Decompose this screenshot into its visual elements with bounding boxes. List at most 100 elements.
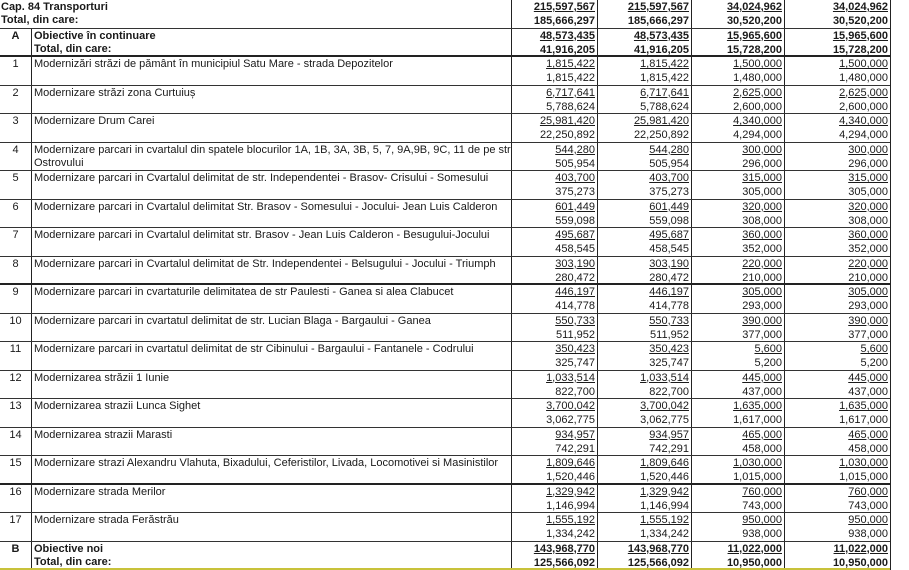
value-cell: 2,625,000 2,600,000 bbox=[785, 86, 890, 114]
value-cell: 1,033,514 822,700 bbox=[598, 370, 692, 398]
value-cell: 220,000 210,000 bbox=[785, 257, 890, 284]
item-number: 14 bbox=[0, 427, 32, 455]
value-sub: 458,545 bbox=[649, 243, 689, 255]
value-sub: 1,146,994 bbox=[640, 499, 689, 512]
table-row: 12 Modernizarea străzii 1 Iunie 1,033,514 8… bbox=[0, 370, 890, 399]
value-total: 1,555,192 bbox=[640, 514, 689, 526]
value-total: 6,717,641 bbox=[640, 86, 689, 99]
value-total: 3,700,042 bbox=[640, 400, 689, 412]
table-row: 9 Modernizare parcari in cvartaturile del… bbox=[0, 285, 890, 314]
value-cell: 143,968,770 125,566,092 bbox=[512, 541, 598, 569]
value-total: 320,000 bbox=[742, 200, 782, 213]
value-total: 544,280 bbox=[555, 143, 595, 156]
value-total: 495,687 bbox=[555, 229, 595, 241]
value-total: 350,423 bbox=[555, 343, 595, 355]
value-sub: 4,294,000 bbox=[839, 129, 888, 141]
item-description: Modernizare parcari in cvartaturile deli… bbox=[32, 285, 512, 313]
item-number: 15 bbox=[0, 456, 32, 483]
value-total: 360,000 bbox=[742, 229, 782, 241]
value-sub: 125,566,092 bbox=[533, 556, 595, 569]
value-total: 1,033,514 bbox=[640, 371, 689, 384]
section-title: Obiective noi Total, din care: bbox=[32, 541, 512, 568]
value-sub: 1,015,000 bbox=[839, 471, 888, 483]
table-row: 10 Modernizare parcari in cvartatul delim… bbox=[0, 313, 890, 342]
table-row: 2 Modernizare străzi zona Curtuiuș 6,717,6… bbox=[0, 85, 890, 114]
value-total: 495,687 bbox=[649, 229, 689, 241]
value-total: 1,329,942 bbox=[546, 485, 595, 498]
table-row: 15 Modernizare strazi Alexandru Vlahuta, … bbox=[0, 456, 890, 485]
item-number: 7 bbox=[0, 228, 32, 256]
value-cell: 220,000 210,000 bbox=[692, 256, 785, 284]
table-row: 3 Modernizare Drum Carei 25,981,420 22,250,… bbox=[0, 114, 890, 143]
item-number: 2 bbox=[0, 85, 32, 113]
value-total: 48,573,435 bbox=[633, 29, 689, 42]
value-cell: 446,197 414,778 bbox=[598, 285, 692, 313]
value-total: 4,340,000 bbox=[733, 115, 782, 127]
value-total: 15,965,600 bbox=[726, 29, 782, 42]
value-total: 305,000 bbox=[848, 286, 888, 298]
value-total: 445,000 bbox=[848, 371, 888, 384]
value-sub: 5,200 bbox=[860, 357, 888, 369]
value-total: 934,957 bbox=[555, 428, 595, 441]
value-cell: 5,600 5,200 bbox=[692, 342, 785, 370]
value-cell: 215,597,567 185,666,297 bbox=[512, 0, 598, 28]
value-total: 446,197 bbox=[649, 286, 689, 298]
value-sub: 4,294,000 bbox=[733, 129, 782, 141]
value-sub: 377,000 bbox=[742, 328, 782, 341]
section-row: B Obiective noi Total, din care: 143,968,77… bbox=[0, 541, 890, 570]
item-description: Modernizarea strazii Lunca Sighet bbox=[32, 399, 512, 427]
value-sub: 125,566,092 bbox=[627, 556, 689, 569]
item-description: Modernizare parcari in Cvartalul delimit… bbox=[32, 171, 512, 199]
value-sub: 41,916,205 bbox=[633, 43, 689, 56]
value-total: 1,500,000 bbox=[839, 58, 888, 70]
value-total: 143,968,770 bbox=[533, 542, 595, 555]
value-cell: 403,700 375,273 bbox=[598, 171, 692, 199]
value-cell: 6,717,641 5,788,624 bbox=[512, 85, 598, 113]
value-cell: 360,000 352,000 bbox=[692, 228, 785, 256]
section-label: Obiective noi bbox=[34, 542, 104, 555]
value-sub: 1,617,000 bbox=[839, 414, 888, 426]
value-cell: 1,809,646 1,520,446 bbox=[598, 456, 692, 483]
value-total: 760,000 bbox=[848, 485, 888, 498]
value-sub: 5,788,624 bbox=[546, 100, 595, 113]
section-sublabel: Total, din care: bbox=[34, 42, 112, 55]
value-cell: 950,000 938,000 bbox=[692, 513, 785, 541]
value-total: 25,981,420 bbox=[633, 115, 689, 127]
table-row: 1 Modernizări străzi de pământ în municip… bbox=[0, 57, 890, 86]
item-description: Modernizarea străzii 1 Iunie bbox=[32, 370, 512, 398]
value-total: 465,000 bbox=[742, 428, 782, 441]
value-sub: 1,480,000 bbox=[839, 72, 888, 84]
section-row: A Obiective în continuare Total, din care:… bbox=[0, 28, 890, 57]
value-cell: 601,449 559,098 bbox=[598, 199, 692, 227]
value-total: 4,340,000 bbox=[839, 115, 888, 127]
value-cell: 25,981,420 22,250,892 bbox=[512, 114, 598, 142]
value-cell: 1,329,942 1,146,994 bbox=[512, 484, 598, 512]
value-sub: 5,200 bbox=[754, 357, 782, 369]
value-sub: 414,778 bbox=[555, 300, 595, 312]
chapter-label: Cap. 84 Transporturi bbox=[1, 1, 108, 13]
item-number: 3 bbox=[0, 114, 32, 142]
value-cell: 320,000 308,000 bbox=[692, 199, 785, 227]
item-number: 6 bbox=[0, 199, 32, 227]
value-cell: 11,022,000 10,950,000 bbox=[785, 542, 890, 569]
value-cell: 934,957 742,291 bbox=[598, 427, 692, 455]
value-total: 1,809,646 bbox=[640, 457, 689, 469]
value-cell: 3,700,042 3,062,775 bbox=[512, 399, 598, 427]
value-total: 300,000 bbox=[848, 143, 888, 156]
value-cell: 215,597,567 185,666,297 bbox=[598, 0, 692, 28]
value-total: 446,197 bbox=[555, 286, 595, 298]
value-cell: 1,809,646 1,520,446 bbox=[512, 456, 598, 483]
value-total: 300,000 bbox=[742, 143, 782, 156]
value-cell: 760,000 743,000 bbox=[692, 484, 785, 512]
value-cell: 315,000 305,000 bbox=[785, 171, 890, 199]
item-description: Modernizare parcari in Cvartalul delimit… bbox=[32, 199, 512, 227]
value-cell: 305,000 293,000 bbox=[785, 285, 890, 313]
value-sub: 1,520,446 bbox=[546, 471, 595, 483]
value-total: 34,024,962 bbox=[726, 1, 782, 13]
value-sub: 15,728,200 bbox=[726, 43, 782, 56]
value-total: 403,700 bbox=[555, 172, 595, 184]
value-sub: 511,952 bbox=[556, 328, 595, 341]
value-sub: 1,146,994 bbox=[546, 499, 595, 512]
item-description: Modernizarea strazii Marasti bbox=[32, 427, 512, 455]
